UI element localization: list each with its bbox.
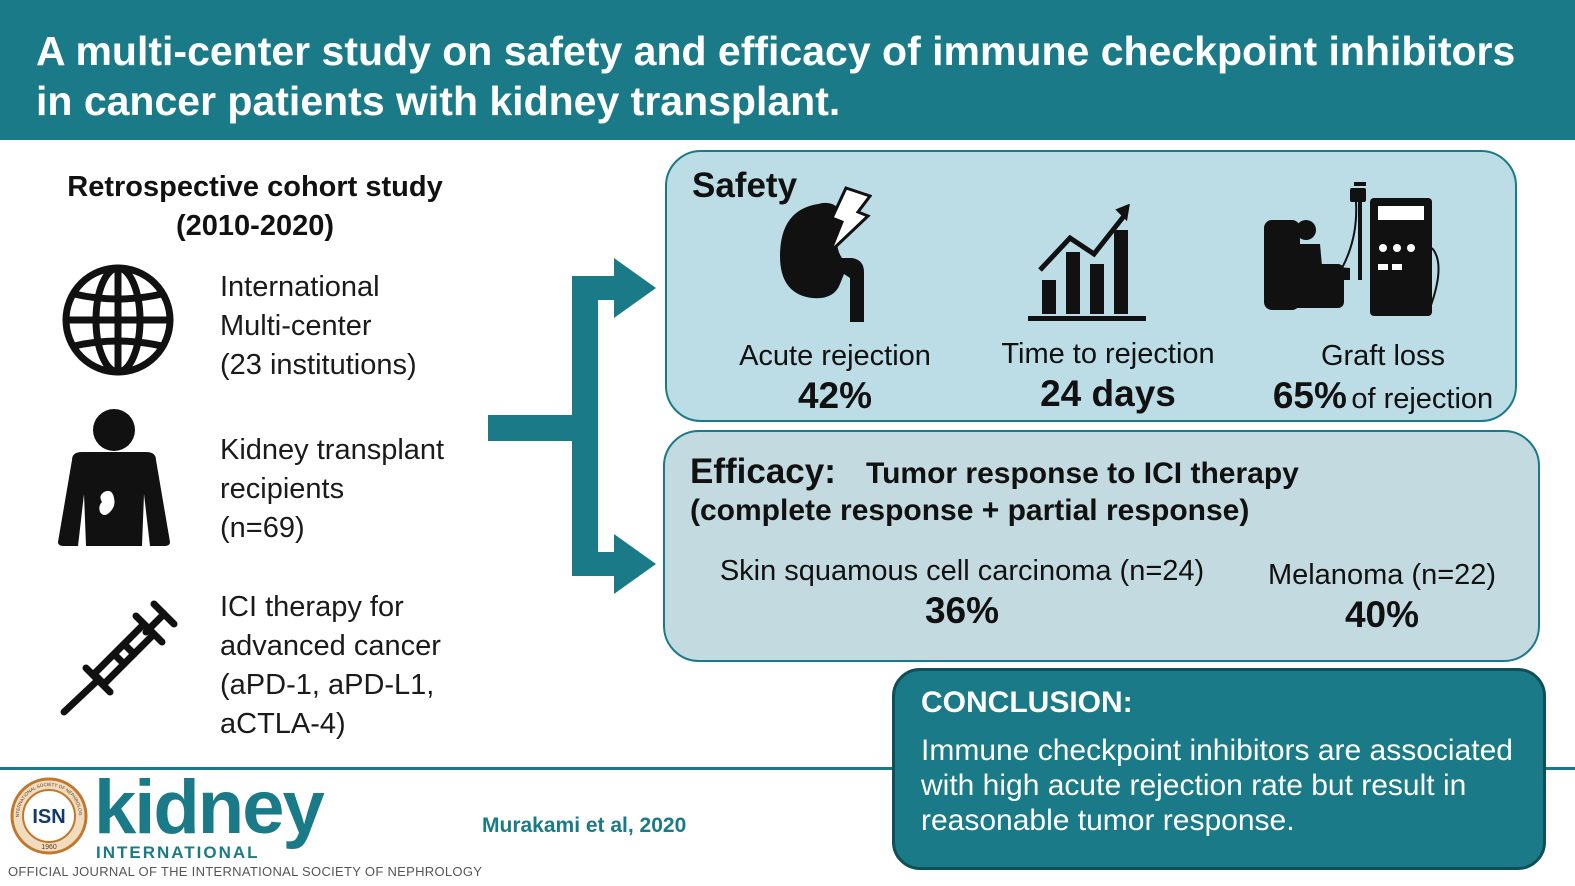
- globe-icon: [60, 262, 176, 378]
- connector-arrows: [488, 258, 658, 598]
- study-design-title: Retrospective cohort study (2010-2020): [20, 168, 490, 246]
- journal-tagline: OFFICIAL JOURNAL OF THE INTERNATIONAL SO…: [8, 864, 483, 879]
- metric-graft-loss: Graft loss 65% of rejection: [1250, 338, 1516, 418]
- study-item-multicenter: International Multi-center (23 instituti…: [220, 268, 417, 385]
- footer-area: [0, 770, 892, 886]
- footer-divider: [0, 767, 1575, 770]
- metric-label: Melanoma (n=22): [1267, 559, 1497, 591]
- study-item-line: International: [220, 271, 380, 303]
- study-item-line: recipients: [220, 473, 345, 505]
- kidney-international-logo: kidney: [94, 765, 325, 850]
- metric-suffix: of rejection: [1351, 383, 1494, 415]
- metric-label: Graft loss: [1320, 340, 1446, 372]
- study-item-line: aCTLA-4): [220, 708, 346, 740]
- efficacy-panel: [663, 430, 1540, 662]
- study-item-line: Kidney transplant: [220, 434, 445, 466]
- patient-kidney-icon: [58, 408, 170, 548]
- citation: Murakami et al, 2020: [482, 814, 687, 837]
- metric-value: 24 days: [1040, 373, 1176, 414]
- metric-label: Acute rejection: [739, 340, 931, 372]
- metric-label: Time to rejection: [1001, 338, 1215, 370]
- isn-year: 1960: [41, 844, 57, 851]
- isn-label: ISN: [32, 806, 65, 828]
- conclusion-box: CONCLUSION: Immune checkpoint inhibitors…: [892, 668, 1546, 870]
- syringe-icon: [58, 598, 180, 718]
- study-item-line: Multi-center: [220, 310, 372, 342]
- study-design-line1: Retrospective cohort study: [67, 171, 443, 203]
- study-item-line: (23 institutions): [220, 349, 417, 381]
- study-item-ici-therapy: ICI therapy for advanced cancer (aPD-1, …: [220, 588, 441, 744]
- logo-subtitle: INTERNATIONAL: [96, 843, 260, 862]
- kidney-lightning-icon: [778, 186, 873, 324]
- study-item-line: ICI therapy for: [220, 591, 404, 623]
- metric-value: 36%: [924, 590, 1000, 631]
- metric-value: 42%: [797, 375, 873, 416]
- metric-skin-scc: Skin squamous cell carcinoma (n=24) 36%: [706, 553, 1218, 633]
- isn-seal-logo: ISN 1960 INTERNATIONAL SOCIETY OF NEPHRO…: [8, 773, 88, 855]
- study-item-line: advanced cancer: [220, 630, 441, 662]
- efficacy-subtitle-line1: Tumor response to ICI therapy: [866, 457, 1299, 490]
- header-banner: A multi-center study on safety and effic…: [0, 0, 1575, 140]
- page-title: A multi-center study on safety and effic…: [36, 28, 1516, 124]
- safety-title: Safety: [692, 166, 798, 205]
- metric-time-to-rejection: Time to rejection 24 days: [990, 336, 1226, 416]
- metric-label: Skin squamous cell carcinoma (n=24): [719, 555, 1205, 587]
- efficacy-subtitle-line2: (complete response + partial response): [690, 494, 1250, 527]
- conclusion-text: Immune checkpoint inhibitors are associa…: [921, 734, 1513, 837]
- efficacy-title: Efficacy:: [690, 452, 836, 491]
- bar-chart-icon: [1028, 203, 1148, 322]
- metric-melanoma: Melanoma (n=22) 40%: [1256, 557, 1508, 637]
- metric-acute-rejection: Acute rejection 42%: [710, 338, 960, 418]
- study-item-recipients: Kidney transplant recipients (n=69): [220, 431, 444, 548]
- conclusion-title: CONCLUSION:: [921, 686, 1133, 719]
- dialysis-icon: [1262, 168, 1448, 320]
- study-item-line: (aPD-1, aPD-L1,: [220, 669, 435, 701]
- study-item-line: (n=69): [220, 512, 305, 544]
- study-design-line2: (2010-2020): [176, 210, 334, 242]
- metric-value: 65%: [1272, 375, 1347, 416]
- metric-value: 40%: [1344, 594, 1420, 635]
